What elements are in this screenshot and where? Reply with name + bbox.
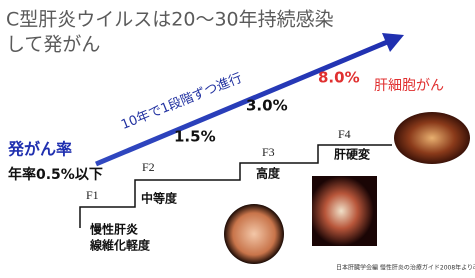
stage-label: F1 [86, 188, 99, 202]
stage-label: F2 [142, 160, 155, 174]
progress-label: 10年で1段階ずつ進行 [119, 71, 244, 133]
stage-label: F4 [338, 127, 351, 141]
endpoint: 肝細胞がん [374, 78, 444, 94]
stage-name: 肝硬変 [334, 147, 371, 162]
stage-note: 線維化軽度 [89, 238, 150, 253]
stage-label: F3 [262, 145, 275, 159]
title-line: C型肝炎ウイルスは20～30年持続感染 [6, 9, 334, 31]
rate-label: 発がん率 [7, 140, 72, 159]
stage-rate: 8.0% [318, 69, 360, 87]
photo-cancer [394, 112, 470, 164]
base-rate: 年率0.5%以下 [8, 166, 103, 183]
source: 日本肝臓学会編 慢性肝炎の治療ガイド2008年より改変 [336, 264, 475, 272]
title-line: して発がん [6, 34, 100, 56]
stage-name: 中等度 [141, 191, 177, 206]
photo-f4 [312, 176, 377, 246]
stage-rate: 3.0% [246, 97, 288, 115]
photo-f2 [224, 204, 284, 264]
stage-name: 高度 [256, 166, 280, 181]
stage-rate: 1.5% [174, 128, 216, 146]
slide: C型肝炎ウイルスは20～30年持続感染 して発がん 10年で1段階ずつ進行 発が… [0, 0, 475, 278]
stage-name: 慢性肝炎 [90, 222, 138, 237]
